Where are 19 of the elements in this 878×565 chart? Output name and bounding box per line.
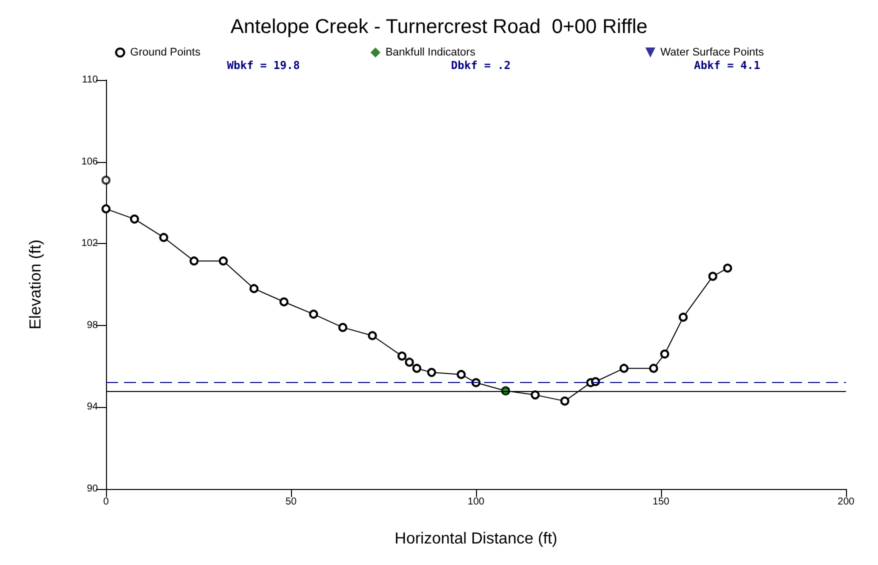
text: Abkf = 4.1 — [694, 59, 761, 72]
x-tick-label: 0 — [103, 496, 110, 508]
legend-label: Ground Points — [130, 46, 201, 58]
x-tick-label: 100 — [468, 496, 485, 508]
text: Wbkf = 19.8 — [227, 59, 300, 72]
legend-label: Bankfull Indicators — [385, 46, 476, 58]
y-tick-label: 106 — [81, 156, 98, 168]
y-axis-title: Elevation (ft) — [28, 240, 44, 330]
chart-title: Antelope Creek - Turnercrest Road 0+00 Riffle — [230, 16, 648, 38]
x-tick-label: 150 — [652, 496, 670, 508]
legend-label: Water Surface Points — [660, 46, 764, 58]
x-tick-label: 200 — [838, 496, 855, 508]
text: Dbkf = .2 — [451, 59, 511, 72]
y-tick-label: 90 — [86, 484, 98, 494]
x-axis-title: Horizontal Distance (ft) — [394, 530, 558, 548]
y-tick-label: 98 — [86, 320, 98, 331]
y-tick-label: 102 — [81, 238, 98, 250]
y-tick-label: 110 — [82, 74, 98, 86]
x-tick-label: 50 — [285, 496, 297, 508]
